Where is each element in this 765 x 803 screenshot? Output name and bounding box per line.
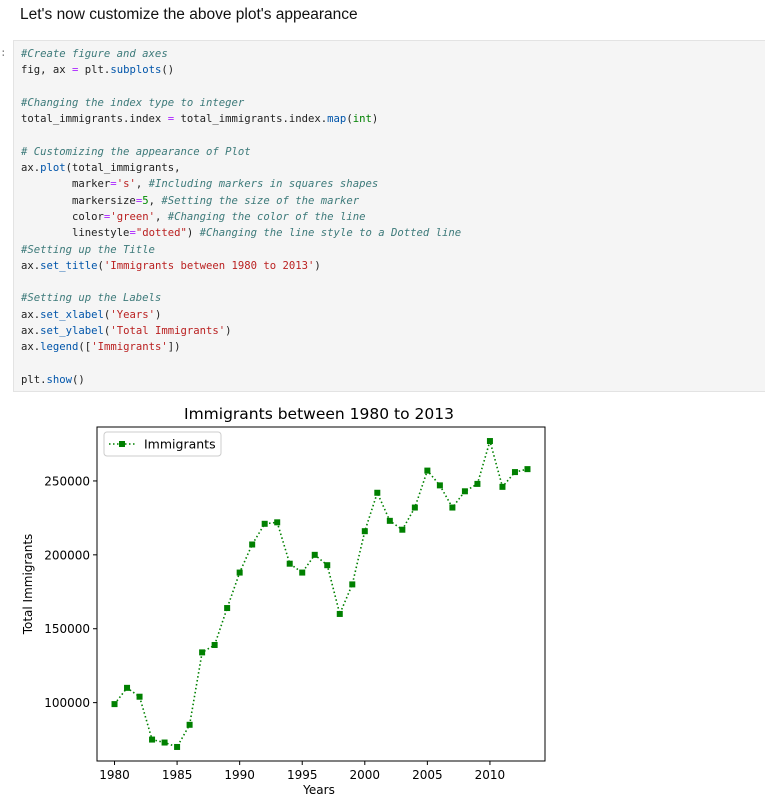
data-point: [311, 551, 318, 558]
code-line: ax.legend(['Immigrants']): [21, 341, 181, 354]
x-tick-label: 2000: [350, 768, 381, 782]
code-line-blank: [21, 127, 461, 143]
data-point: [186, 721, 193, 728]
code-line: color='green', #Changing the color of th…: [21, 210, 366, 223]
data-point: [336, 610, 343, 617]
data-point: [224, 605, 231, 612]
markdown-heading: Let's now customize the above plot's app…: [20, 6, 358, 23]
code-line: fig, ax = plt.subplots(): [21, 64, 175, 77]
data-point: [324, 562, 331, 569]
data-point: [474, 480, 481, 487]
code-line: #Create figure and axes: [21, 48, 168, 60]
x-tick-label: 1985: [162, 768, 193, 782]
legend-box: [103, 431, 222, 457]
data-point: [249, 541, 256, 548]
x-tick-label: 1980: [99, 768, 130, 782]
data-point: [149, 736, 156, 743]
code-line: total_immigrants.index = total_immigrant…: [21, 113, 379, 126]
code-line-blank: [21, 356, 461, 372]
data-point: [124, 684, 131, 691]
x-axis-label: Years: [302, 783, 335, 797]
data-point: [161, 739, 168, 746]
code-line: # Customizing the appearance of Plot: [21, 145, 251, 158]
data-point: [499, 483, 506, 490]
legend: Immigrants: [103, 431, 222, 457]
chart-title: Immigrants between 1980 to 2013: [184, 405, 454, 423]
data-point: [174, 743, 181, 750]
code-line: ax.set_ylabel('Total Immigrants'): [21, 325, 232, 338]
data-point: [449, 504, 456, 511]
code-line: ax.set_xlabel('Years'): [21, 308, 162, 321]
legend-marker: [119, 441, 125, 447]
code-line: #Changing the index type to integer: [21, 96, 245, 109]
data-point: [424, 467, 431, 474]
data-point: [211, 641, 218, 648]
legend-label: Immigrants: [144, 437, 216, 452]
data-point: [461, 488, 468, 495]
data-point: [411, 504, 418, 511]
code-line-blank: [21, 274, 461, 290]
data-point: [286, 560, 293, 567]
x-tick-label: 1990: [224, 768, 255, 782]
data-point: [511, 469, 518, 476]
code-line: plt.show(): [21, 373, 85, 386]
code-line: marker='s', #Including markers in square…: [21, 178, 379, 191]
y-tick-label: 250000: [44, 474, 90, 488]
series-line: [113, 438, 528, 748]
data-point: [236, 569, 243, 576]
code-line: #Setting up the Title: [21, 243, 155, 256]
code-line: #Setting up the Labels: [21, 292, 162, 305]
data-point: [399, 526, 406, 533]
y-tick-label: 100000: [44, 696, 90, 710]
data-point: [299, 569, 306, 576]
y-tick-label: 200000: [44, 548, 90, 562]
data-point: [349, 581, 356, 588]
x-tick-label: 2005: [412, 768, 443, 782]
code-line: ax.plot(total_immigrants,: [21, 162, 181, 175]
code-cell[interactable]: #Create figure and axes fig, ax = plt.sub…: [13, 40, 765, 392]
data-point: [361, 528, 368, 535]
data-point: [374, 489, 381, 496]
data-point: [261, 520, 268, 527]
cell-prompt: :: [0, 46, 7, 59]
data-point: [136, 693, 143, 700]
y-axis-label: Total Immigrants: [21, 534, 35, 636]
code-line: markersize=5, #Setting the size of the m…: [21, 194, 360, 207]
data-point: [199, 649, 206, 656]
code-editor[interactable]: #Create figure and axes fig, ax = plt.sub…: [21, 46, 461, 388]
data-point: [486, 438, 493, 445]
plot-frame: [96, 426, 546, 762]
code-line: ax.set_title('Immigrants between 1980 to…: [21, 259, 321, 272]
data-point: [274, 519, 281, 526]
x-axis-ticks: 1980 1985 1990 1995 2000 2005 2010: [99, 761, 505, 782]
data-point: [436, 482, 443, 489]
code-line: linestyle="dotted") #Changing the line s…: [21, 227, 462, 240]
line-chart: Immigrants between 1980 to 2013 Years To…: [21, 405, 546, 797]
series-immigrants: [111, 438, 531, 750]
y-tick-label: 150000: [44, 622, 90, 636]
data-point: [524, 466, 531, 473]
x-tick-label: 1995: [287, 768, 318, 782]
data-point: [386, 517, 393, 524]
data-point: [111, 701, 118, 708]
code-line-blank: [21, 79, 461, 95]
y-axis-ticks: 100000 150000 200000 250000: [44, 474, 97, 710]
x-tick-label: 2010: [475, 768, 506, 782]
cell-output: Immigrants between 1980 to 2013 Years To…: [14, 396, 554, 799]
